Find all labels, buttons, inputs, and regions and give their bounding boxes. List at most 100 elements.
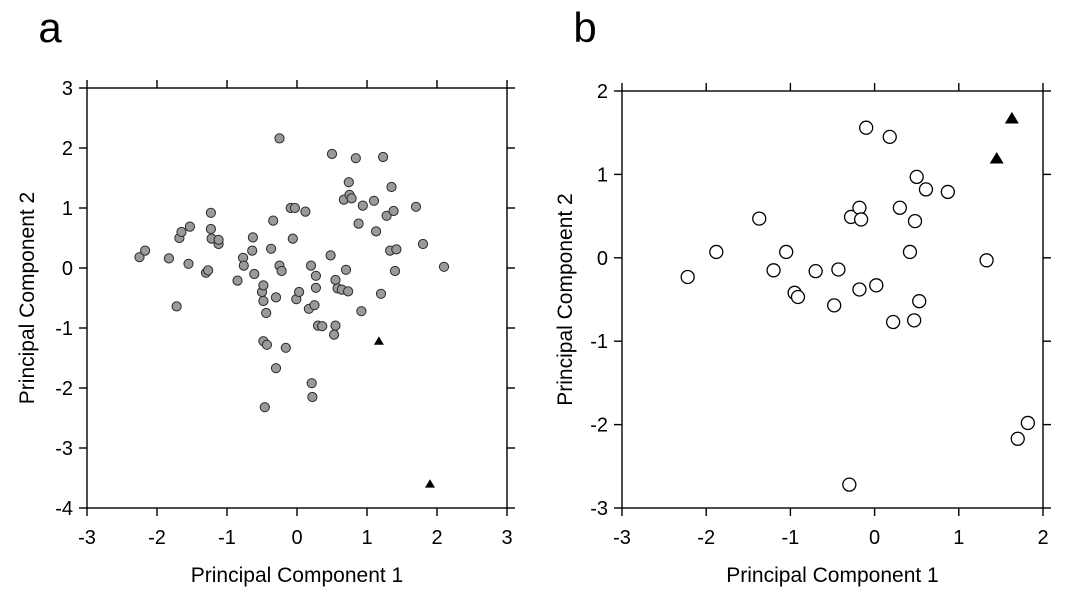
- data-point-circle: [176, 226, 187, 238]
- data-point-open-circle: [859, 120, 874, 135]
- y-tick-label: 0: [62, 258, 73, 280]
- data-point-circle: [268, 215, 279, 226]
- y-axis-title: Principal Component 2: [16, 192, 39, 404]
- data-point-circle: [438, 261, 450, 272]
- x-tick-label: -3: [78, 527, 96, 549]
- data-point-open-circle: [790, 289, 806, 305]
- data-point-open-circle: [918, 182, 934, 197]
- data-point-open-circle: [912, 294, 927, 309]
- data-point-open-circle: [869, 278, 884, 293]
- data-point-circle: [343, 286, 354, 297]
- data-point-circle: [389, 265, 401, 277]
- data-point-open-circle: [892, 200, 908, 215]
- data-point-circle: [205, 207, 216, 218]
- y-axis-title: Principal Component 2: [554, 193, 577, 405]
- data-point-open-circle: [779, 244, 794, 260]
- x-tick-label: 1: [361, 527, 372, 549]
- data-point-circle: [163, 253, 174, 264]
- data-point-open-circle: [882, 129, 897, 145]
- data-point-open-circle: [852, 200, 867, 215]
- x-tick-label: -2: [148, 527, 166, 549]
- data-point-circle: [346, 193, 357, 204]
- x-tick-label: -1: [218, 527, 236, 549]
- data-point-circle: [381, 210, 392, 221]
- data-point-circle: [184, 221, 195, 232]
- data-point-open-circle: [1010, 431, 1025, 446]
- data-point-circle: [266, 243, 277, 254]
- data-point-circle: [203, 265, 214, 276]
- data-point-circle: [213, 234, 224, 245]
- data-point-triangle: [373, 336, 384, 345]
- data-point-circle: [140, 245, 151, 256]
- data-point-circle: [330, 320, 341, 331]
- data-point-circle: [371, 226, 382, 237]
- data-point-open-circle: [885, 314, 901, 330]
- panel-b: b -3 -2 -1 0 1 2 -3 -2 -1 0 1 2 Principal Component 1…: [554, 4, 1051, 587]
- data-point-circle: [357, 200, 368, 211]
- y-tick-label: -4: [55, 498, 73, 520]
- data-point-circle: [310, 270, 321, 281]
- y-tick-label: -2: [590, 415, 608, 437]
- data-point-open-circle: [853, 212, 869, 227]
- y-tick-label: 1: [62, 198, 73, 220]
- data-point-circle: [247, 245, 258, 256]
- x-tick-label: 1: [953, 527, 964, 549]
- data-point-circle: [249, 268, 260, 280]
- data-point-circle: [305, 260, 317, 271]
- x-tick-label: -1: [782, 527, 800, 549]
- y-tick-label: 3: [62, 78, 73, 100]
- data-point-open-circle: [831, 262, 846, 277]
- data-point-circle: [238, 260, 249, 271]
- x-tick-label: 2: [1037, 527, 1048, 549]
- data-point-circle: [309, 300, 320, 311]
- data-point-triangle: [1004, 111, 1019, 124]
- data-point-circle: [258, 295, 269, 307]
- data-point-circle: [276, 265, 287, 277]
- data-point-circle: [378, 151, 389, 163]
- data-point-triangle: [989, 151, 1004, 164]
- data-point-open-circle: [680, 269, 695, 285]
- data-point-circle: [391, 244, 402, 255]
- data-point-circle: [280, 342, 291, 353]
- data-point-circle: [294, 286, 305, 298]
- data-point-circle: [270, 363, 282, 374]
- y-tick-label: -2: [55, 378, 73, 400]
- data-point-circle: [134, 252, 145, 263]
- data-point-circle: [317, 321, 328, 332]
- data-point-circle: [205, 223, 216, 235]
- panel-label: a: [38, 4, 62, 51]
- data-point-circle: [270, 292, 282, 303]
- data-point-circle: [310, 282, 321, 293]
- data-point-circle: [343, 177, 354, 188]
- data-point-circle: [326, 148, 338, 160]
- x-tick-label: 2: [431, 527, 442, 549]
- x-tick-label: -2: [697, 527, 715, 549]
- data-point-circle: [247, 232, 258, 243]
- data-point-circle: [325, 250, 336, 261]
- data-point-open-circle: [909, 169, 924, 185]
- data-point-open-circle: [902, 244, 918, 260]
- data-point-circle: [410, 201, 422, 212]
- data-point-circle: [287, 233, 298, 244]
- plot-frame: [621, 90, 1044, 509]
- y-tick-label: -1: [590, 331, 608, 353]
- data-point-circle: [330, 274, 341, 286]
- x-tick-label: -3: [613, 527, 631, 549]
- data-point-circle: [258, 280, 269, 291]
- data-point-open-circle: [709, 244, 724, 260]
- data-point-circle: [261, 307, 272, 319]
- data-point-circle: [171, 301, 182, 312]
- data-point-open-circle: [852, 282, 867, 297]
- data-point-open-circle: [979, 253, 994, 268]
- data-point-open-circle: [940, 184, 956, 200]
- x-tick-label: 0: [291, 527, 302, 549]
- panel-label: b: [573, 4, 596, 51]
- data-point-circle: [386, 181, 397, 193]
- y-tick-label: 0: [597, 248, 608, 270]
- y-tick-label: -3: [55, 438, 73, 460]
- data-point-circle: [417, 238, 429, 250]
- x-axis-title: Principal Component 1: [726, 564, 938, 587]
- data-point-circle: [368, 195, 380, 206]
